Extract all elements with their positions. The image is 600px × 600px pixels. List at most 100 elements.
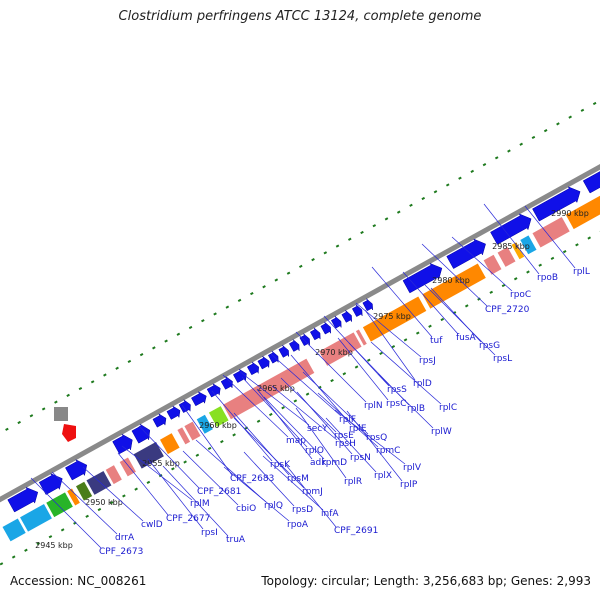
forward-gene-arrow <box>267 350 279 364</box>
outer-guide-dash <box>372 224 377 228</box>
gene-label: rplP <box>400 480 418 490</box>
gene-label: fusA <box>456 333 477 343</box>
kbp-tick-label: 2975 kbp <box>373 312 411 321</box>
gene-label: rplM <box>190 499 210 509</box>
outer-guide-dash <box>592 101 597 106</box>
inner-guide-dash <box>464 304 469 308</box>
gene-leader-line <box>182 450 239 506</box>
kbp-tick-label: 2990 kbp <box>551 209 589 218</box>
outer-guide-dash <box>274 278 279 282</box>
gene-label: rpsL <box>493 354 512 364</box>
inner-guide-dash <box>330 378 334 383</box>
gene-leader-line <box>263 396 325 460</box>
forward-gene-arrow <box>7 486 39 513</box>
inner-guide-dash <box>342 372 347 376</box>
forward-gene-arrow <box>288 339 300 352</box>
forward-gene-arrow <box>362 298 373 312</box>
gene-leader-line <box>295 331 367 403</box>
gene-label: rpsJ <box>419 356 436 366</box>
gene-leader-line <box>346 410 403 482</box>
inner-guide-dash <box>379 351 383 356</box>
outer-guide-dash <box>164 339 168 343</box>
gene-label: CPF_2691 <box>334 526 378 536</box>
gene-leader-line <box>256 388 313 460</box>
inner-guide-dash <box>146 480 151 484</box>
gene-label: rpsI <box>201 528 218 538</box>
gene-leader-line <box>117 452 169 516</box>
gene-leader-line <box>524 205 576 269</box>
gene-leader-line <box>424 284 496 356</box>
kbp-tick-label: 2960 kbp <box>199 421 237 430</box>
kbp-tick-label: 2965 kbp <box>257 384 295 393</box>
inner-guide-dash <box>60 528 65 532</box>
kbp-tick-label: 2955 kbp <box>142 459 180 468</box>
gene-leader-line <box>402 271 459 335</box>
gene-leader-line <box>82 466 144 522</box>
outer-guide-dash <box>543 129 548 133</box>
outer-guide-dash <box>139 353 144 357</box>
inner-guide-dash <box>415 331 420 335</box>
outer-guide-dash <box>17 420 21 425</box>
gene-label: rplW <box>431 427 452 437</box>
gc-skew-marker <box>54 407 68 421</box>
inner-guide-dash <box>513 277 518 281</box>
gene-label: rpsH <box>335 439 356 449</box>
gene-leader-line <box>295 407 347 479</box>
gene-function-segment <box>75 480 94 502</box>
gene-label: rplB <box>407 404 425 414</box>
outer-guide-dash <box>41 407 46 411</box>
genome-backbone <box>0 164 600 503</box>
gene-function-segment <box>519 234 538 256</box>
inner-guide-dash <box>575 243 579 247</box>
gene-label: rpsQ <box>366 433 387 443</box>
gene-leader-line <box>334 409 406 465</box>
inner-guide-dash <box>11 555 16 559</box>
forward-gene-arrow <box>309 327 321 341</box>
gene-label: rplL <box>573 267 590 277</box>
forward-gene-arrow <box>38 473 63 495</box>
forward-gene-arrow <box>206 382 221 398</box>
gene-label: rplQ <box>264 501 283 511</box>
gene-leader-line <box>270 353 342 417</box>
forward-gene-arrow <box>65 459 88 481</box>
forward-gene-arrow <box>582 171 600 194</box>
forward-gene-arrow <box>178 399 191 413</box>
forward-gene-arrow <box>446 238 486 269</box>
gene-leader-line <box>162 465 229 537</box>
outer-guide-dash <box>335 244 340 248</box>
gene-label: drrA <box>115 533 135 543</box>
kbp-tick-label: 2985 kbp <box>492 242 530 251</box>
outer-guide-dash <box>78 386 83 391</box>
gene-leader-line <box>241 376 308 448</box>
inner-guide-dash <box>85 514 89 518</box>
kbp-tick-label: 2945 kbp <box>35 541 73 550</box>
gene-leader-line <box>262 455 324 511</box>
forward-gene-arrow <box>402 262 443 294</box>
gene-function-segment <box>19 503 53 533</box>
gene-label: rplD <box>413 379 432 389</box>
gene-label: rplN <box>364 401 383 411</box>
gene-function-segment <box>195 413 214 435</box>
inner-guide-dash <box>171 467 175 471</box>
gene-label: rpsM <box>287 474 309 484</box>
gene-function-segment <box>118 456 137 478</box>
forward-gene-arrow <box>152 413 167 428</box>
outer-guide-dash <box>54 400 58 404</box>
inner-guide-dash <box>293 399 298 403</box>
gene-leader-line <box>121 445 193 501</box>
gene-label: rpmJ <box>302 487 323 497</box>
outer-guide-dash <box>103 373 107 377</box>
gene-leader-line <box>296 391 353 455</box>
inner-guide-dash <box>281 406 285 410</box>
outer-guide-dash <box>580 108 585 112</box>
inner-guide-dash <box>550 256 555 260</box>
gene-leader-line <box>233 417 305 489</box>
forward-gene-arrow <box>490 213 532 245</box>
gene-label: rpsD <box>292 505 313 515</box>
inner-guide-dash <box>256 419 261 423</box>
gene-label: cwlD <box>141 520 163 530</box>
gene-label: tuf <box>430 336 443 346</box>
gene-function-segment <box>104 464 123 485</box>
gene-function-segment <box>183 420 202 442</box>
outer-guide-dash <box>201 319 205 323</box>
